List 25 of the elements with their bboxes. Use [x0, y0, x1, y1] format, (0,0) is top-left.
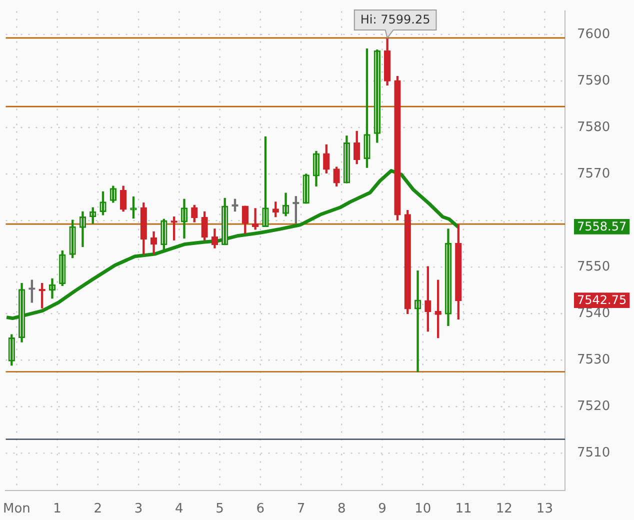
annotation: Hi: 7599.25: [360, 12, 430, 27]
y-tick-label: 7530: [577, 352, 610, 368]
y-tick-label: 7600: [577, 26, 610, 42]
y-tick-label: 7510: [577, 446, 610, 461]
y-tick-label: 7550: [577, 259, 610, 274]
y-tick-label: 7590: [577, 73, 610, 88]
x-tick-label: 5: [216, 502, 224, 517]
y-tick-label: 7558.57: [577, 219, 627, 234]
x-tick-label: 8: [337, 502, 346, 517]
y-tick-label: 7520: [577, 399, 610, 414]
y-tick-label: 7570: [577, 166, 610, 182]
x-tick-label: 6: [256, 502, 265, 517]
x-tick-label: 13: [536, 502, 553, 517]
x-tick-label: 7: [296, 502, 306, 517]
x-tick-label: 10: [414, 502, 432, 517]
x-tick-label: 1: [53, 502, 62, 517]
x-tick-label: 9: [378, 502, 386, 517]
y-tick-label: 7580: [577, 120, 610, 135]
y-tick-label: 7542.75: [577, 292, 627, 307]
x-tick-label: 12: [496, 502, 512, 517]
x-tick-label: Mon: [2, 502, 30, 517]
x-tick-label: 3: [134, 502, 143, 517]
x-tick-label: 11: [455, 502, 472, 517]
x-tick-label: 4: [175, 502, 184, 517]
x-tick-label: 2: [94, 502, 102, 517]
